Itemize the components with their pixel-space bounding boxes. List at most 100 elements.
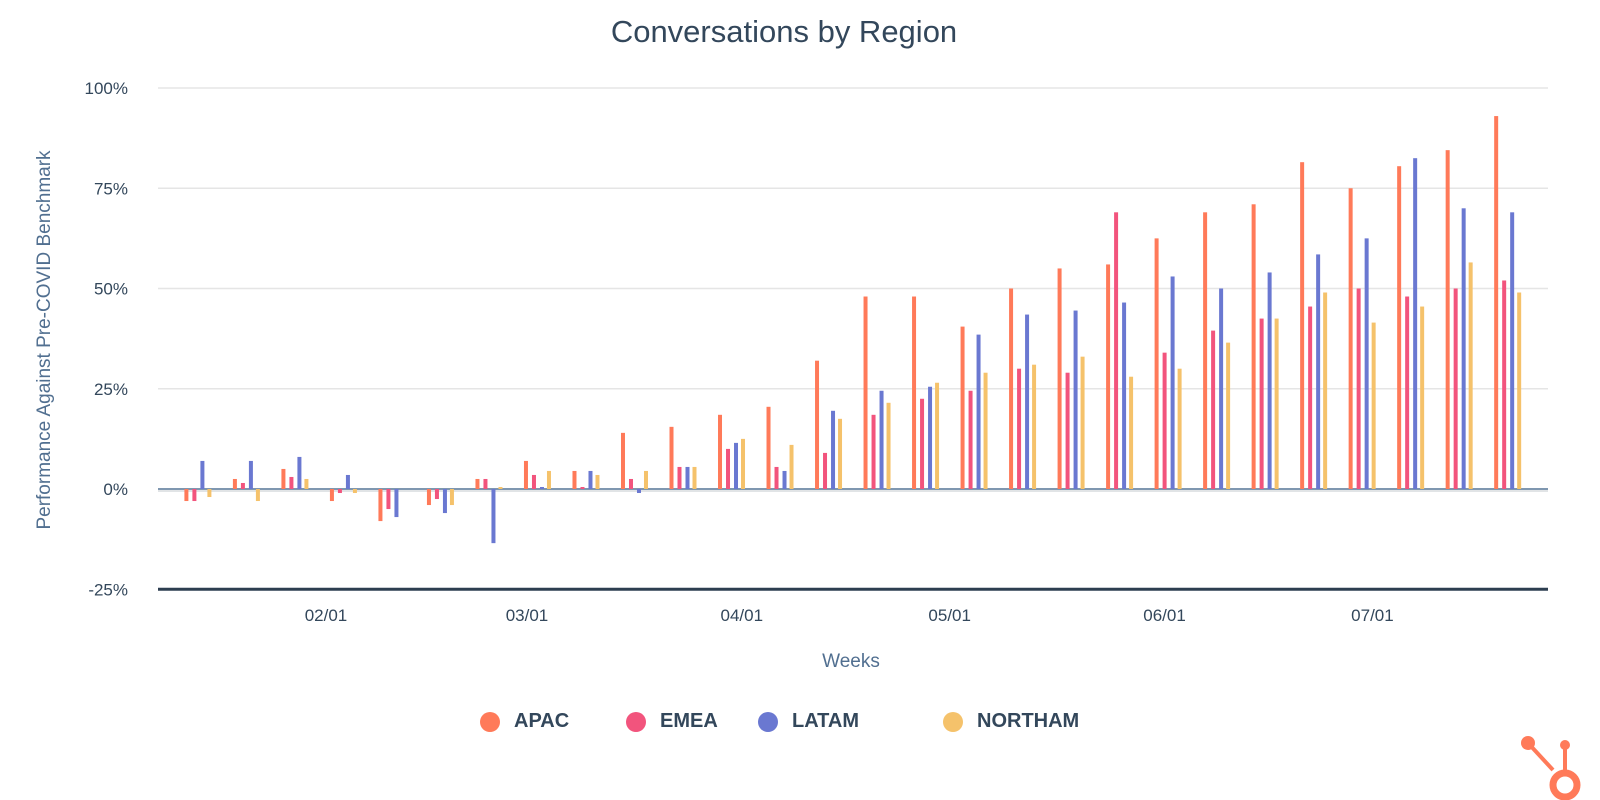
bar-latam[interactable] [345,474,350,489]
bar-latam[interactable] [442,489,447,514]
bar-latam[interactable] [831,410,836,489]
bar-emea[interactable] [1502,280,1507,489]
bar-northam[interactable] [207,489,212,498]
bar-apac[interactable] [232,478,237,489]
bar-apac[interactable] [475,478,480,489]
bar-latam[interactable] [1413,158,1418,490]
bar-apac[interactable] [184,489,189,502]
bar-emea[interactable] [580,486,585,489]
bar-apac[interactable] [718,414,723,489]
bar-northam[interactable] [789,444,794,489]
bar-northam[interactable] [838,418,843,489]
bar-emea[interactable] [483,478,488,489]
bar-northam[interactable] [1274,318,1279,489]
bar-emea[interactable] [1211,330,1216,489]
bar-apac[interactable] [1009,288,1014,490]
bar-latam[interactable] [1267,272,1272,489]
bar-latam[interactable] [685,466,690,489]
bar-latam[interactable] [1219,288,1224,490]
bar-latam[interactable] [1073,310,1078,489]
bar-emea[interactable] [871,414,876,489]
bar-apac[interactable] [912,296,917,489]
bar-latam[interactable] [1510,212,1515,489]
bar-emea[interactable] [774,466,779,489]
bar-emea[interactable] [289,476,294,489]
bar-northam[interactable] [983,372,988,489]
bar-emea[interactable] [1114,212,1119,489]
bar-emea[interactable] [531,474,536,489]
bar-apac[interactable] [1300,162,1305,489]
bar-emea[interactable] [1017,368,1022,489]
bar-apac[interactable] [523,460,528,489]
bar-northam[interactable] [1468,262,1473,489]
bar-latam[interactable] [879,390,884,489]
bar-northam[interactable] [692,466,697,489]
bar-apac[interactable] [1106,264,1111,489]
bar-apac[interactable] [572,470,577,489]
bar-emea[interactable] [968,390,973,489]
bar-apac[interactable] [863,296,868,489]
bar-northam[interactable] [449,489,454,506]
bar-northam[interactable] [1080,356,1085,489]
bar-apac[interactable] [1397,166,1402,489]
bar-emea[interactable] [677,466,682,489]
bar-northam[interactable] [1129,376,1134,489]
bar-latam[interactable] [394,489,399,518]
bar-emea[interactable] [337,489,342,494]
bar-northam[interactable] [352,489,357,494]
bar-northam[interactable] [1517,292,1522,489]
bar-emea[interactable] [192,489,197,502]
bar-northam[interactable] [498,486,503,489]
bar-emea[interactable] [628,478,633,489]
bar-apac[interactable] [669,426,674,489]
bar-emea[interactable] [920,398,925,489]
bar-apac[interactable] [1445,150,1450,489]
bar-apac[interactable] [620,432,625,489]
bar-apac[interactable] [1494,116,1499,489]
bar-emea[interactable] [823,452,828,489]
bar-northam[interactable] [304,478,309,489]
bar-apac[interactable] [1251,204,1256,490]
bar-emea[interactable] [434,489,439,500]
bar-northam[interactable] [255,489,260,502]
bar-emea[interactable] [240,482,245,489]
bar-emea[interactable] [1259,318,1264,489]
bar-latam[interactable] [491,489,496,544]
legend-item-northam[interactable]: NORTHAM [943,710,1079,733]
bar-apac[interactable] [1154,238,1159,489]
bar-apac[interactable] [1203,212,1208,489]
bar-latam[interactable] [1364,238,1369,489]
bar-northam[interactable] [1032,364,1037,489]
bar-northam[interactable] [935,382,940,489]
bar-latam[interactable] [248,460,253,489]
bar-emea[interactable] [1162,352,1167,489]
legend-item-latam[interactable]: LATAM [758,710,859,733]
bar-emea[interactable] [726,448,731,489]
bar-northam[interactable] [1420,306,1425,489]
bar-northam[interactable] [643,470,648,489]
bar-latam[interactable] [636,489,641,494]
bar-emea[interactable] [1405,296,1410,489]
bar-apac[interactable] [426,489,431,506]
bar-apac[interactable] [1348,188,1353,489]
bar-latam[interactable] [1461,208,1466,490]
bar-northam[interactable] [595,474,600,489]
bar-latam[interactable] [539,486,544,489]
bar-latam[interactable] [297,456,302,489]
bar-northam[interactable] [886,402,891,489]
bar-latam[interactable] [782,470,787,489]
legend-item-emea[interactable]: EMEA [626,710,718,733]
bar-apac[interactable] [281,468,286,489]
bar-northam[interactable] [741,438,746,489]
bar-latam[interactable] [1170,276,1175,489]
bar-northam[interactable] [1323,292,1328,489]
bar-northam[interactable] [1177,368,1182,489]
bar-apac[interactable] [378,489,383,522]
bar-northam[interactable] [1226,342,1231,489]
bar-apac[interactable] [815,360,820,489]
bar-emea[interactable] [1308,306,1313,489]
bar-latam[interactable] [976,334,981,489]
bar-apac[interactable] [1057,268,1062,489]
bar-emea[interactable] [1065,372,1070,489]
bar-latam[interactable] [1316,254,1321,489]
